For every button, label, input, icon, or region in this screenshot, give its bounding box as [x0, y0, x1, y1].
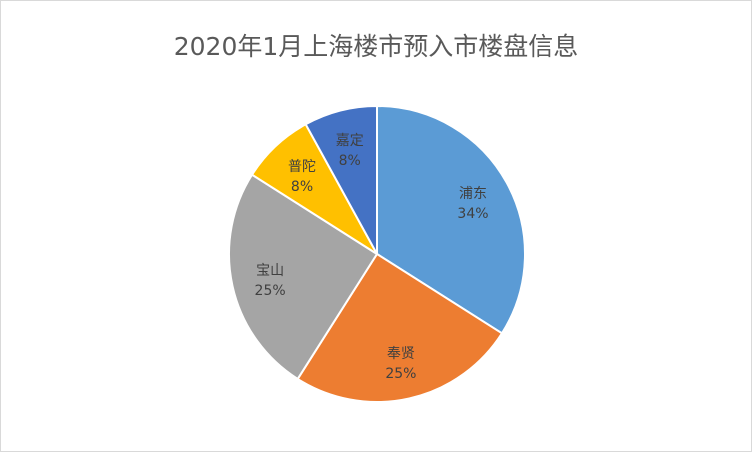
pie-slice-1 — [296, 252, 504, 403]
slice-percent-label: 25% — [255, 283, 286, 299]
slice-percent-label: 8% — [291, 179, 313, 195]
slice-percent-label: 25% — [385, 366, 416, 382]
pie-slice-2 — [228, 173, 379, 381]
slice-category-label: 奉贤 — [387, 346, 415, 362]
slice-percent-label: 8% — [339, 153, 361, 169]
slice-category-label: 宝山 — [256, 263, 284, 279]
chart-title: 2020年1月上海楼市预入市楼盘信息 — [173, 32, 579, 61]
slice-percent-label: 34% — [457, 206, 488, 222]
slice-category-label: 浦东 — [459, 186, 487, 202]
pie-slice-4 — [304, 104, 378, 255]
slice-category-label: 嘉定 — [336, 133, 364, 149]
slice-category-label: 普陀 — [288, 159, 316, 175]
